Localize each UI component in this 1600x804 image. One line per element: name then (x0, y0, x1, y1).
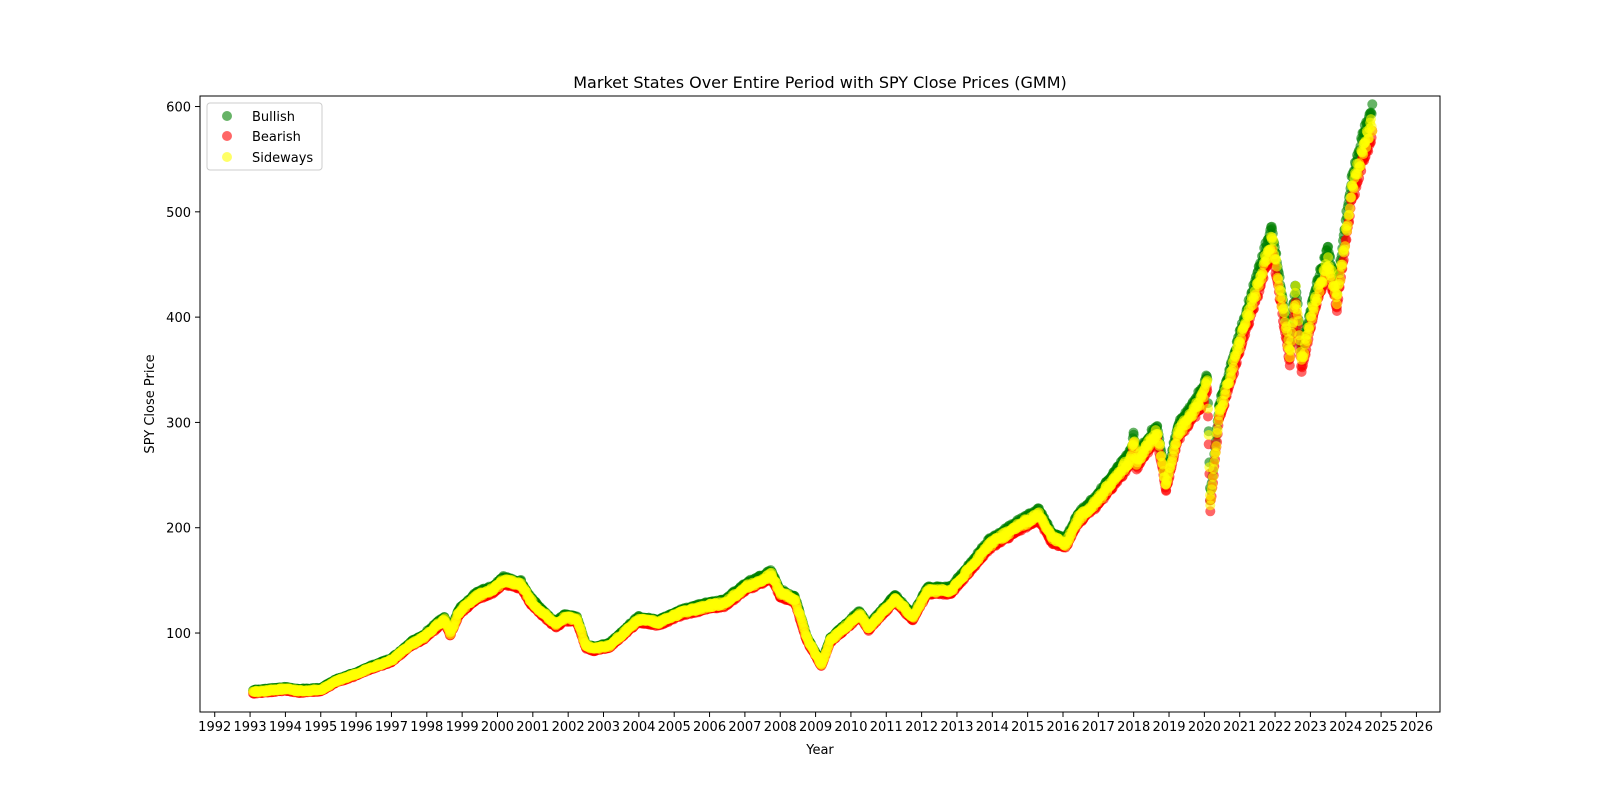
point-sideways (1209, 456, 1220, 467)
point-sideways (1155, 439, 1165, 450)
point-sideways (1220, 388, 1231, 399)
point-sideways (1251, 291, 1261, 302)
point-sideways (1228, 362, 1239, 373)
point-sideways (1279, 307, 1290, 318)
point-sideways (1286, 336, 1297, 347)
point-sideways (1152, 428, 1163, 439)
points-layer (248, 99, 1378, 699)
point-sideways (1304, 321, 1315, 332)
point-sideways (1203, 403, 1213, 414)
point-sideways (1277, 293, 1288, 304)
point-bearish (1203, 411, 1213, 422)
point-sideways (1202, 375, 1213, 386)
point-sideways (1290, 280, 1301, 291)
point-bearish (1203, 439, 1214, 450)
point-sideways (1276, 286, 1286, 296)
point-sideways (1198, 392, 1209, 403)
point-sideways (1171, 438, 1182, 449)
point-sideways (1207, 479, 1218, 490)
point-bullish (1367, 99, 1378, 110)
point-sideways (1203, 430, 1214, 440)
point-sideways (1212, 425, 1223, 435)
point-sideways (1208, 472, 1218, 482)
point-sideways (1211, 441, 1222, 452)
point-sideways (1285, 345, 1296, 356)
point-sideways (1194, 401, 1205, 412)
point-sideways (1299, 348, 1310, 359)
point-sideways (1271, 261, 1282, 272)
point-sideways (1257, 269, 1268, 279)
point-sideways (1244, 310, 1255, 321)
point-sideways (1268, 235, 1279, 246)
point-sideways (1293, 316, 1304, 326)
point-sideways (1205, 494, 1216, 504)
point-sideways (1261, 255, 1272, 266)
